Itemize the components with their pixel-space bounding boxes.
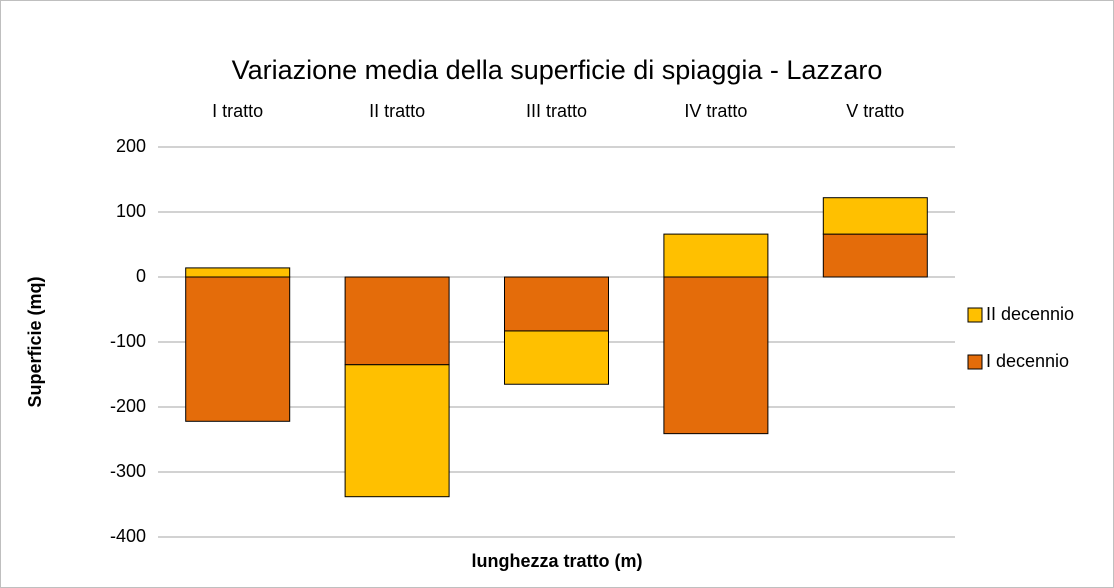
y-tick-label: 200 [116, 136, 146, 156]
bar [663, 233, 769, 278]
legend-swatch [967, 307, 983, 323]
x-tick-label: V tratto [846, 101, 904, 121]
bar [185, 267, 291, 278]
bar [344, 364, 450, 498]
bar [822, 197, 928, 235]
legend-label: I decennio [986, 351, 1069, 371]
x-tick-label: I tratto [212, 101, 263, 121]
y-tick-label: -300 [110, 461, 146, 481]
y-tick-label: -400 [110, 526, 146, 546]
y-tick-label: -200 [110, 396, 146, 416]
bar [663, 276, 769, 435]
x-axis-label: lunghezza tratto (m) [472, 551, 643, 571]
x-tick-label: IV tratto [684, 101, 747, 121]
x-tick-label: III tratto [526, 101, 587, 121]
bar [185, 276, 291, 422]
bar [504, 276, 609, 332]
bar [822, 233, 928, 278]
chart-title: Variazione media della superficie di spi… [232, 55, 883, 85]
y-tick-label: 0 [136, 266, 146, 286]
bar [344, 276, 450, 366]
x-tick-label: II tratto [369, 101, 425, 121]
legend-swatch [967, 354, 983, 370]
y-axis-label: Superficie (mq) [25, 276, 45, 407]
y-tick-label: 100 [116, 201, 146, 221]
y-tick-label: -100 [110, 331, 146, 351]
bar [504, 330, 609, 385]
legend-label: II decennio [986, 304, 1074, 324]
